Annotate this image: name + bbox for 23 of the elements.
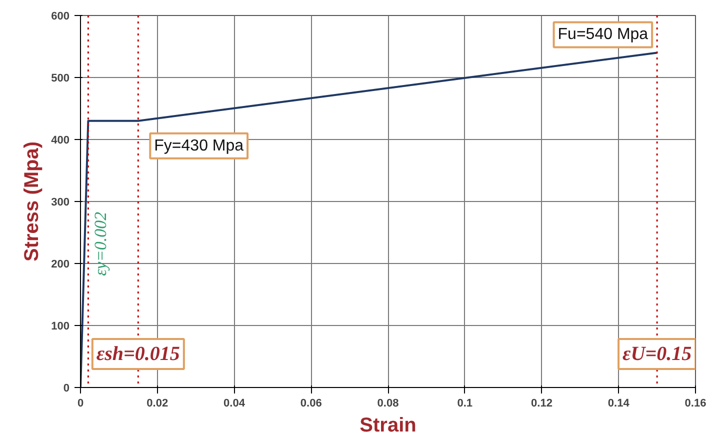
x-axis-title: Strain [360, 414, 416, 436]
y-tick-label: 600 [51, 10, 70, 22]
annotation: Fu=540 Mpa [558, 26, 648, 44]
x-tick-label: 0.14 [608, 398, 630, 410]
x-tick-label: 0.04 [224, 398, 246, 410]
y-tick-label: 400 [51, 134, 70, 146]
x-tick-label: 0.12 [531, 398, 552, 410]
x-tick-label: 0.02 [146, 398, 168, 410]
x-tick-label: 0.06 [300, 398, 322, 410]
ref-line-label: εsh=0.015 [96, 343, 180, 366]
y-tick-label: 0 [63, 382, 70, 394]
y-tick-label: 100 [51, 320, 70, 332]
y-tick-label: 500 [51, 72, 70, 84]
y-tick-label: 300 [51, 196, 70, 208]
annotation: Fy=430 Mpa [154, 137, 244, 154]
x-tick-label: 0.08 [377, 398, 399, 410]
x-tick-label: 0.16 [684, 398, 706, 410]
ref-line-label: εy=0.002 [91, 211, 110, 276]
y-axis-title: Stress (Mpa) [21, 141, 44, 262]
x-tick-label: 0.1 [457, 398, 473, 410]
ref-line-label: εU=0.15 [622, 343, 692, 366]
x-tick-label: 0 [77, 398, 84, 410]
y-tick-label: 200 [51, 258, 70, 270]
